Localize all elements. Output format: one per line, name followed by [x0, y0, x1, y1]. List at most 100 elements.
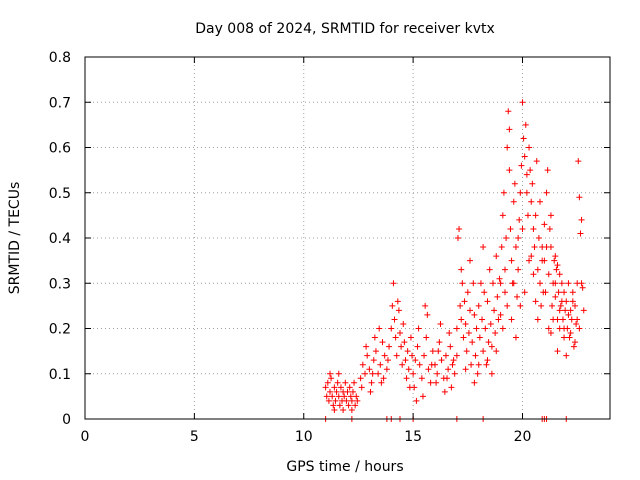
data-point [458, 266, 465, 273]
data-point [530, 271, 537, 278]
data-point [353, 393, 360, 400]
data-point [336, 402, 343, 409]
data-point [372, 348, 379, 355]
data-point [506, 126, 513, 133]
data-point [558, 280, 565, 287]
data-point [528, 198, 535, 205]
x-tick-label: 0 [81, 429, 90, 445]
data-point [572, 302, 578, 309]
data-point [328, 375, 335, 382]
data-point [454, 235, 461, 241]
data-point [459, 280, 466, 287]
x-tick-label: 10 [295, 429, 313, 445]
data-point [488, 370, 495, 377]
data-point [502, 289, 508, 296]
data-point [364, 352, 371, 359]
data-point [405, 366, 412, 373]
data-point [346, 384, 353, 391]
data-point [334, 379, 341, 386]
data-point [391, 316, 398, 323]
data-point [403, 375, 410, 382]
data-point [523, 189, 530, 196]
data-point [450, 357, 457, 364]
data-point [323, 393, 330, 400]
data-point [515, 266, 522, 273]
data-point [527, 167, 534, 174]
data-point [453, 325, 460, 332]
data-point [325, 397, 332, 404]
data-point [463, 348, 470, 355]
data-point [471, 379, 478, 386]
x-tick-label: 20 [514, 429, 532, 445]
data-point [322, 384, 329, 391]
data-point [393, 352, 400, 359]
data-point [521, 153, 528, 160]
data-point [335, 370, 342, 377]
data-point [327, 388, 333, 395]
data-point [545, 271, 552, 278]
data-point [442, 352, 449, 359]
data-point [453, 352, 460, 359]
data-point [569, 298, 576, 305]
data-point [423, 334, 430, 341]
data-point [557, 302, 564, 309]
data-point [418, 375, 425, 382]
data-point [332, 397, 339, 404]
data-point [561, 325, 568, 332]
data-point [561, 289, 568, 296]
data-point [377, 361, 384, 368]
data-point [532, 298, 539, 305]
data-point [394, 298, 401, 305]
data-point [510, 280, 517, 287]
data-point [579, 284, 586, 291]
data-point [392, 334, 399, 341]
data-point [327, 370, 333, 377]
data-point [381, 352, 388, 359]
data-point [348, 397, 355, 404]
data-point [499, 325, 506, 332]
data-point [497, 280, 504, 287]
data-point [351, 379, 358, 386]
data-point [514, 293, 521, 300]
data-point [384, 357, 391, 364]
data-point [404, 348, 411, 355]
data-point [344, 388, 351, 395]
data-point [412, 357, 419, 364]
data-point [493, 348, 500, 355]
data-point [578, 216, 585, 223]
data-point [484, 357, 491, 364]
data-point [480, 244, 487, 251]
data-point [371, 334, 378, 341]
data-point [507, 225, 514, 232]
data-point [341, 393, 348, 400]
x-tick-label: 5 [190, 429, 199, 445]
data-point [370, 357, 377, 364]
data-point [495, 316, 502, 323]
data-point [526, 144, 533, 151]
data-point [529, 180, 536, 187]
y-tick-label: 0.7 [49, 95, 71, 111]
data-point [562, 307, 569, 314]
data-point [427, 379, 434, 386]
data-point [428, 361, 435, 368]
data-point [475, 361, 482, 368]
data-point [464, 289, 471, 296]
data-point [388, 325, 395, 332]
data-point [451, 370, 458, 377]
data-point [367, 388, 374, 395]
data-point [410, 370, 417, 377]
data-point [441, 388, 448, 395]
data-point [358, 384, 365, 391]
data-point [340, 406, 347, 413]
data-point [401, 339, 408, 346]
tick-layer: 0 5 10 15 20 0 0.1 0.2 0.3 0.4 0.5 0.6 0.7 0.8 [49, 50, 610, 445]
data-point [550, 316, 557, 323]
data-point [445, 366, 452, 373]
data-point [395, 307, 402, 314]
data-point [449, 361, 456, 368]
data-point [530, 225, 537, 232]
data-point [380, 375, 387, 382]
data-point [520, 135, 527, 142]
data-point [554, 348, 561, 355]
